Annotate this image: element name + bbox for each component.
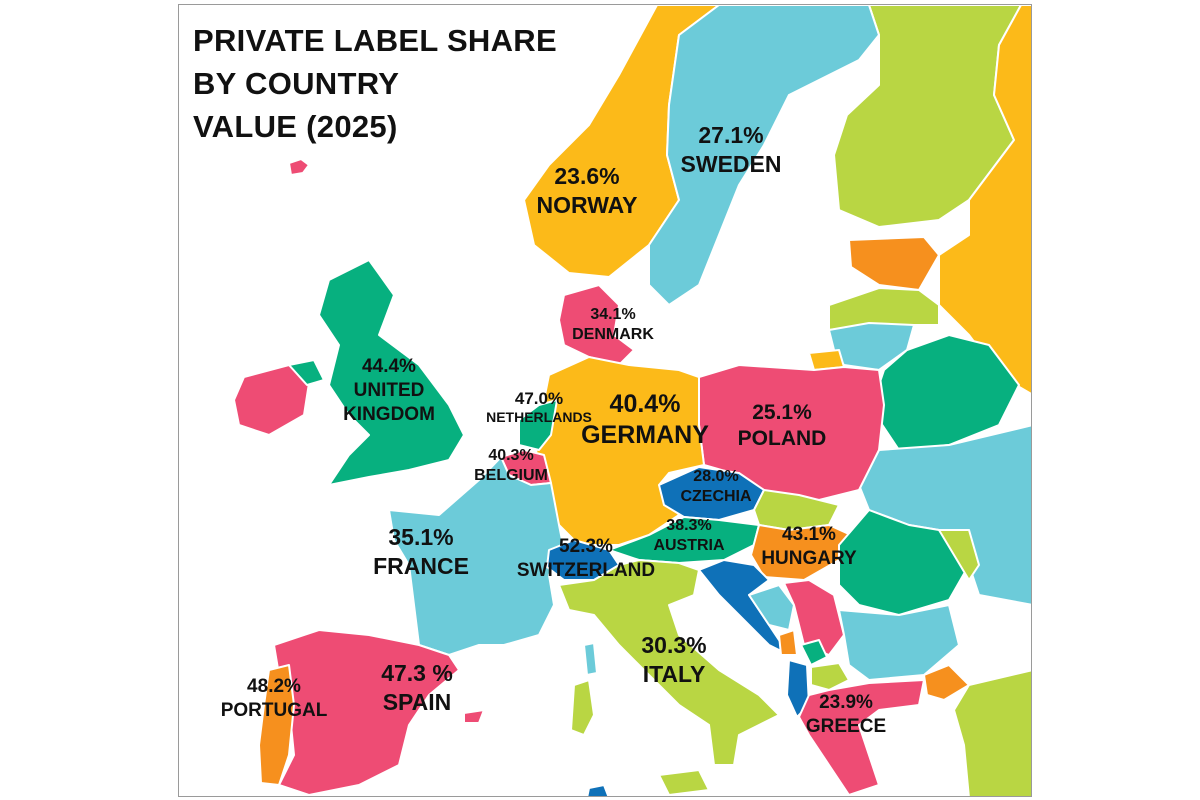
great-britain-shape [318,259,465,486]
romania-shape [838,509,970,616]
sweden-shape [648,5,880,306]
value-belgium: 40.3% [488,447,534,464]
value-austria: 38.3% [666,517,712,534]
label-portugal: 48.2% PORTUGAL [221,675,328,723]
name-czechia: CZECHIA [680,488,752,505]
estonia-shape [848,236,940,291]
label-hungary: 43.1% HUNGARY [761,523,856,571]
map-title: PRIVATE LABEL SHARE BY COUNTRY VALUE (20… [193,19,557,148]
value-greece: 23.9% [819,692,873,713]
name-germany: GERMANY [581,421,709,450]
value-france: 35.1% [388,524,454,550]
label-austria: 38.3% AUSTRIA [653,516,724,556]
name-netherlands: NETHERLANDS [486,409,592,426]
map-frame: PRIVATE LABEL SHARE BY COUNTRY VALUE (20… [178,4,1032,797]
value-germany: 40.4% [609,390,681,418]
value-switzerland: 52.3% [559,536,613,557]
montenegro-shape [778,629,798,656]
name-spain: SPAIN [382,688,452,715]
title-line-1: PRIVATE LABEL SHARE [193,23,557,58]
greece-shape [798,679,925,796]
name-poland: POLAND [737,427,827,451]
label-czechia: 28.0% CZECHIA [680,467,751,507]
label-netherlands: 47.0% NETHERLANDS [486,388,592,427]
malta-shape [586,784,610,796]
macedonia-shape [810,662,850,691]
label-germany: 40.4% GERMANY [581,389,709,452]
label-italy: 30.3% ITALY [641,631,706,689]
moldova-shape [938,529,980,581]
name-norway: NORWAY [536,191,638,218]
value-portugal: 48.2% [247,676,301,697]
label-greece: 23.9% GREECE [806,691,886,739]
sardinia-shape [570,679,595,736]
name-france: FRANCE [373,552,469,579]
label-denmark: 34.1% DENMARK [572,305,654,345]
value-hungary: 43.1% [782,524,836,545]
title-line-3: VALUE (2025) [193,109,398,144]
name-united-kingdom-2: KINGDOM [343,403,435,425]
kosovo-shape [800,639,828,666]
bosnia-shape [748,584,795,631]
italy-shape [558,559,780,766]
label-spain: 47.3 % SPAIN [381,659,453,717]
label-united-kingdom: 44.4% UNITED KINGDOM [343,355,435,426]
value-poland: 25.1% [752,401,812,424]
label-norway: 23.6% NORWAY [537,162,638,220]
value-norway: 23.6% [554,163,620,189]
europe-map [233,5,1031,796]
value-denmark: 34.1% [590,306,636,323]
value-italy: 30.3% [641,632,707,658]
netherlands-shape [518,399,558,451]
name-sweden: SWEDEN [680,150,782,177]
label-france: 35.1% FRANCE [373,523,469,581]
turkey-europe-shape [923,664,970,701]
label-poland: 25.1% POLAND [738,400,827,453]
label-belgium: 40.3% BELGIUM [474,446,548,486]
name-austria: AUSTRIA [653,537,725,554]
portugal-shape [258,664,295,786]
value-spain: 47.3 % [381,660,453,686]
value-united-kingdom: 44.4% [362,356,416,377]
name-denmark: DENMARK [572,326,654,343]
name-portugal: PORTUGAL [220,699,328,721]
name-greece: GREECE [805,715,887,737]
sicily-shape [658,769,710,796]
france-shape [388,456,565,656]
name-belgium: BELGIUM [474,467,548,484]
name-italy: ITALY [642,660,706,687]
balearic-shape [463,709,485,724]
value-czechia: 28.0% [693,468,739,485]
poland-shape [698,364,885,501]
northern-ireland-shape [288,359,325,386]
denmark-shape [558,284,635,366]
value-netherlands: 47.0% [514,389,564,408]
serbia-shape [783,579,845,656]
corsica-shape [583,642,598,676]
value-sweden: 27.1% [698,122,764,148]
label-switzerland: 52.3% SWITZERLAND [517,535,655,583]
iceland-shape [288,158,310,176]
name-hungary: HUNGARY [761,547,857,569]
name-united-kingdom: UNITED [353,379,425,401]
label-sweden: 27.1% SWEDEN [681,121,782,179]
title-line-2: BY COUNTRY [193,66,400,101]
name-switzerland: SWITZERLAND [516,559,656,581]
turkey-anatolia-shape [953,669,1031,796]
